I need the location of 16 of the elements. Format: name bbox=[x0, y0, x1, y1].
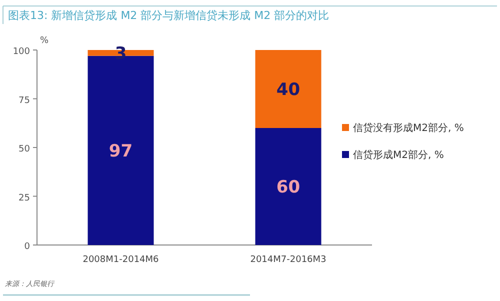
y-tick-label: 0 bbox=[24, 242, 30, 252]
x-tick-label: 2014M7-2016M3 bbox=[250, 255, 326, 265]
legend-label: 信贷没有形成M2部分, % bbox=[353, 122, 464, 134]
y-tick-label: 25 bbox=[18, 193, 30, 204]
bar bbox=[255, 128, 322, 245]
y-tick-label: 75 bbox=[18, 96, 30, 106]
x-tick-label: 2008M1-2014M6 bbox=[82, 255, 160, 265]
bar bbox=[255, 50, 322, 128]
legend-label: 信贷形成M2部分, % bbox=[353, 149, 444, 161]
data-label: 60 bbox=[276, 178, 300, 198]
data-label: 97 bbox=[108, 141, 133, 162]
y-axis-title: % bbox=[40, 36, 49, 46]
chart-title: 图表13: 新增信贷形成 M2 部分与新增信贷未形成 M2 部分的对比 bbox=[8, 9, 330, 22]
y-tick-label: 50 bbox=[18, 144, 30, 154]
data-label: 40 bbox=[276, 80, 300, 100]
y-tick-label: 100 bbox=[12, 47, 30, 57]
